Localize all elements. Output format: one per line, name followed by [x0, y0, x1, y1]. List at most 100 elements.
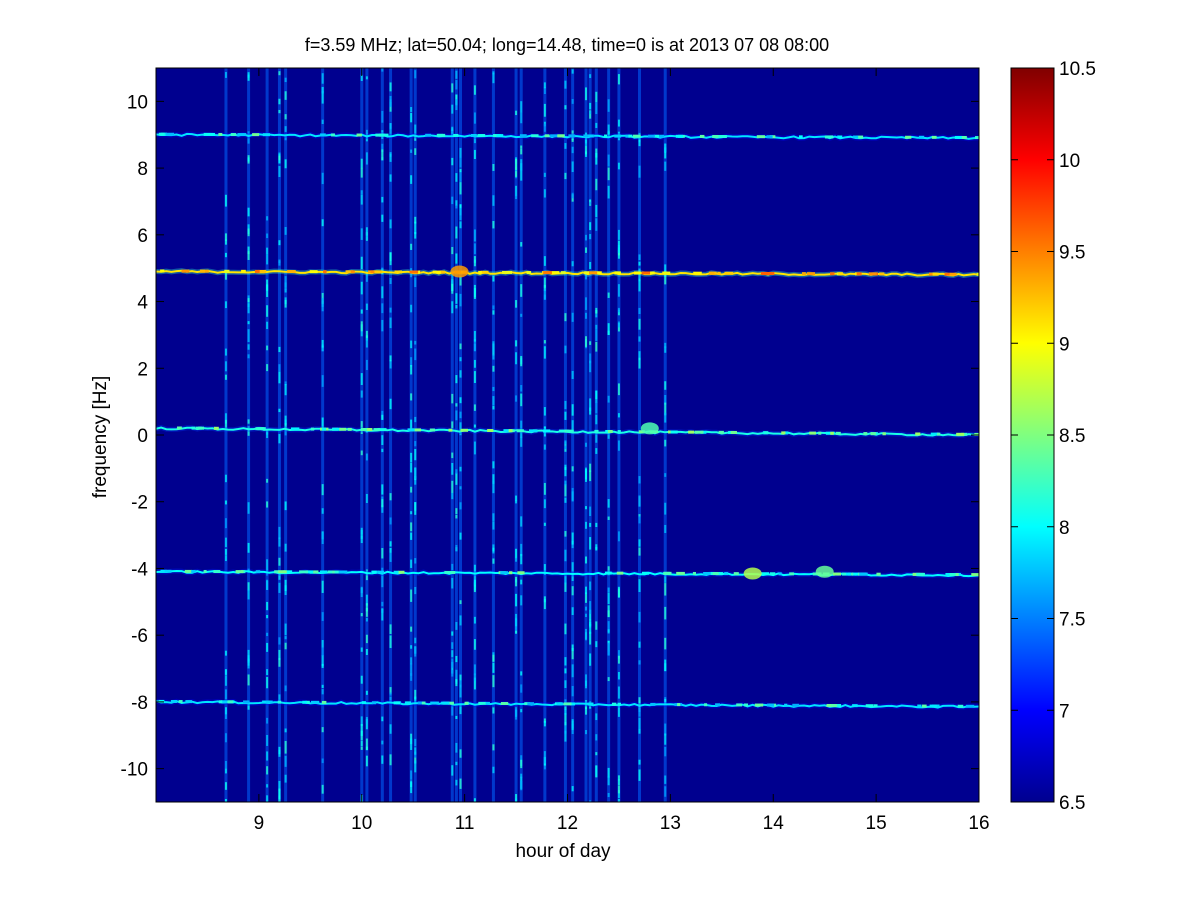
burst-speckle	[360, 421, 363, 434]
burst-speckle	[321, 727, 324, 733]
burst-speckle	[638, 307, 641, 315]
burst-speckle	[389, 95, 392, 107]
burst-speckle	[389, 687, 392, 695]
burst-speckle	[617, 229, 620, 240]
burst-speckle	[389, 493, 392, 501]
burst-speckle	[515, 794, 518, 802]
burst-speckle	[321, 87, 324, 94]
burst-speckle	[473, 616, 476, 624]
burst-speckle	[473, 564, 476, 575]
burst-speckle	[520, 671, 523, 676]
burst-speckle	[451, 642, 454, 649]
burst-speckle	[664, 723, 667, 736]
burst-speckle	[515, 171, 518, 177]
y-tick-label: -6	[131, 626, 148, 647]
colorbar-tick-label: 10	[1059, 151, 1080, 172]
burst-speckle	[414, 70, 417, 79]
burst-speckle	[266, 795, 269, 802]
burst-speckle	[389, 355, 392, 362]
burst-speckle	[414, 148, 417, 155]
burst-speckle	[585, 336, 588, 347]
burst-speckle	[595, 122, 598, 128]
burst-speckle	[365, 594, 368, 606]
burst-speckle	[381, 740, 384, 745]
burst-speckle	[543, 289, 546, 300]
burst-speckle	[414, 637, 417, 644]
burst-speckle	[607, 566, 610, 576]
burst-speckle	[459, 466, 462, 472]
burst-speckle	[492, 707, 495, 714]
burst-speckle	[389, 635, 392, 648]
burst-speckle	[365, 607, 368, 617]
burst-speckle	[664, 394, 667, 405]
burst-speckle	[564, 575, 567, 584]
burst-speckle	[520, 170, 523, 181]
burst-speckle	[365, 303, 368, 311]
burst-speckle	[247, 419, 250, 424]
burst-speckle	[224, 760, 227, 769]
burst-speckle	[617, 284, 620, 297]
burst-speckle	[381, 149, 384, 161]
broadband-burst	[409, 68, 413, 802]
burst-speckle	[638, 135, 641, 147]
burst-speckle	[278, 408, 281, 413]
burst-speckle	[617, 321, 620, 328]
burst-speckle	[492, 386, 495, 392]
burst-speckle	[360, 527, 363, 535]
burst-speckle	[664, 144, 667, 152]
burst-speckle	[451, 104, 454, 114]
burst-speckle	[664, 637, 667, 650]
burst-speckle	[543, 522, 546, 526]
burst-speckle	[224, 72, 227, 78]
burst-speckle	[607, 642, 610, 656]
y-tick-label: 10	[127, 92, 148, 113]
burst-speckle	[473, 404, 476, 411]
burst-speckle	[321, 344, 324, 352]
burst-speckle	[515, 613, 518, 627]
colorbar-tick-label: 10.5	[1059, 59, 1096, 80]
burst-speckle	[224, 768, 227, 774]
burst-speckle	[492, 275, 495, 282]
burst-speckle	[617, 785, 620, 794]
burst-speckle	[455, 655, 458, 663]
burst-speckle	[459, 674, 462, 681]
burst-speckle	[543, 103, 546, 117]
broadband-burst	[413, 68, 417, 802]
burst-speckle	[543, 340, 546, 344]
burst-speckle	[455, 200, 458, 206]
burst-speckle	[459, 357, 462, 362]
burst-speckle	[410, 357, 413, 367]
burst-speckle	[638, 717, 641, 730]
burst-speckle	[571, 491, 574, 502]
burst-speckle	[492, 766, 495, 774]
burst-speckle	[410, 738, 413, 750]
burst-speckle	[455, 621, 458, 630]
y-axis-label: frequency [Hz]	[90, 376, 111, 499]
burst-speckle	[595, 765, 598, 777]
burst-speckle	[543, 277, 546, 288]
burst-speckle	[455, 410, 458, 421]
burst-speckle	[664, 161, 667, 171]
burst-speckle	[381, 448, 384, 453]
spectral-line	[156, 698, 979, 711]
burst-speckle	[321, 784, 324, 794]
burst-speckle	[389, 278, 392, 285]
burst-speckle	[360, 373, 363, 385]
burst-speckle	[607, 99, 610, 112]
burst-speckle	[278, 371, 281, 384]
burst-speckle	[278, 788, 281, 800]
burst-speckle	[571, 720, 574, 731]
burst-speckle	[365, 718, 368, 730]
burst-speckle	[638, 254, 641, 261]
burst-speckle	[410, 486, 413, 493]
burst-speckle	[492, 164, 495, 171]
burst-speckle	[473, 135, 476, 144]
burst-speckle	[664, 264, 667, 272]
burst-speckle	[455, 375, 458, 384]
burst-speckle	[278, 571, 281, 580]
burst-speckle	[589, 102, 592, 110]
burst-speckle	[473, 359, 476, 368]
burst-speckle	[266, 364, 269, 372]
burst-speckle	[284, 636, 287, 640]
burst-speckle	[589, 609, 592, 621]
